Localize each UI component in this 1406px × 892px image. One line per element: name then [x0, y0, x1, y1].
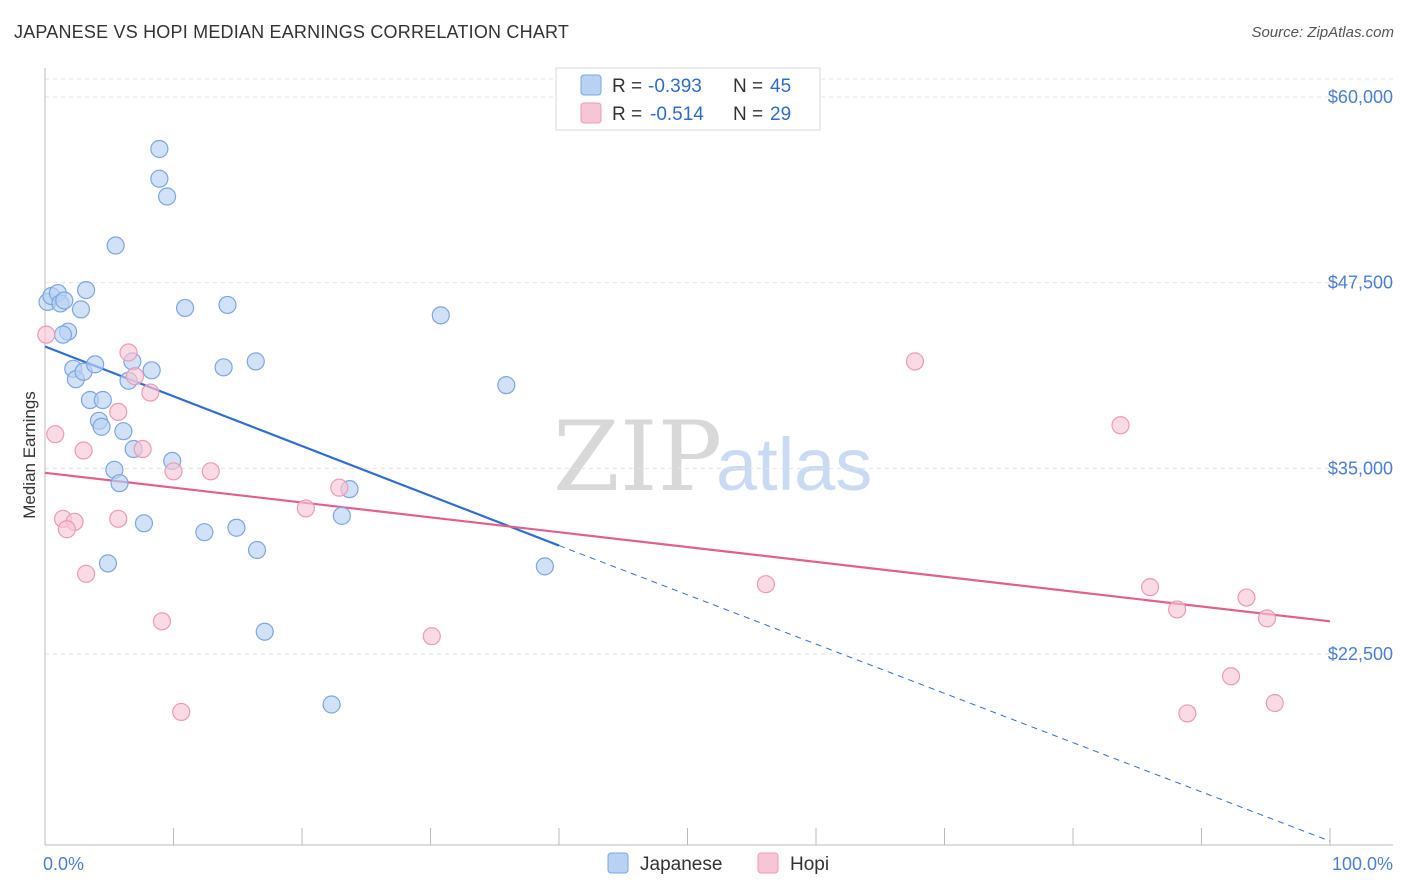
japanese-point: [157, 187, 177, 206]
hopi-point: [1111, 416, 1130, 435]
japanese-point: [110, 474, 129, 493]
legend-r-value-hopi: -0.514: [650, 104, 704, 125]
hopi-point: [77, 564, 96, 583]
hopi-point: [141, 383, 160, 402]
source-credit: Source: ZipAtlas.com: [1251, 24, 1394, 41]
japanese-point: [53, 325, 73, 344]
japanese-point: [497, 376, 516, 395]
legend-r-label-hopi: R =: [612, 104, 642, 125]
hopi-point: [1257, 609, 1277, 628]
hopi-trend-line: [44, 471, 1331, 623]
data-points: [37, 139, 1284, 723]
hopi-point: [109, 402, 128, 421]
hopi-point: [109, 509, 128, 528]
hopi-point: [330, 478, 349, 497]
hopi-point: [756, 575, 775, 594]
y-tick-label: $47,500: [1328, 273, 1393, 293]
japanese-point: [246, 352, 265, 371]
japanese-point: [134, 514, 154, 533]
hopi-point: [152, 612, 172, 631]
japanese-point: [247, 540, 267, 560]
top-legend: R = -0.393 N = 45 R = -0.514 N = 29: [555, 67, 821, 131]
japanese-point: [535, 557, 554, 576]
legend-n-label-japanese: N =: [733, 76, 763, 97]
japanese-point: [92, 417, 111, 436]
japanese-point: [218, 295, 237, 315]
japanese-trend-extension: [558, 545, 1331, 842]
japanese-point: [71, 300, 91, 319]
hopi-point: [1140, 578, 1160, 597]
hopi-point: [74, 441, 93, 460]
japanese-point: [150, 139, 169, 159]
hopi-point: [1237, 588, 1256, 607]
y-tick-label: $60,000: [1328, 87, 1393, 107]
hopi-point: [201, 462, 220, 481]
japanese-point: [150, 169, 169, 188]
gridlines: [45, 78, 1393, 655]
japanese-point: [322, 695, 341, 714]
bottom-legend: Japanese Hopi: [607, 852, 829, 875]
watermark-atlas: atlas: [716, 423, 872, 506]
hopi-point: [57, 520, 76, 539]
hopi-point: [422, 627, 441, 646]
japanese-point: [431, 306, 450, 325]
japanese-point: [214, 358, 233, 377]
japanese-point: [227, 518, 246, 537]
legend-swatch-hopi: [580, 102, 602, 124]
legend-n-value-japanese: 45: [770, 76, 791, 97]
japanese-point: [86, 355, 105, 374]
hopi-point: [1221, 667, 1241, 686]
japanese-point: [106, 236, 125, 255]
y-tick-labels: $22,500 $35,000 $47,500 $60,000: [1328, 87, 1393, 664]
bottom-legend-swatch-hopi: [757, 852, 779, 874]
legend-r-value-japanese: -0.393: [648, 76, 702, 97]
japanese-point: [332, 506, 351, 525]
bottom-legend-label-japanese: Japanese: [640, 854, 722, 875]
hopi-point: [172, 702, 191, 722]
japanese-point: [114, 422, 133, 441]
legend-n-label-hopi: N =: [733, 104, 763, 125]
japanese-point: [55, 291, 74, 310]
hopi-point: [164, 462, 183, 481]
japanese-point: [98, 554, 118, 573]
y-tick-label: $35,000: [1328, 458, 1393, 478]
japanese-point: [195, 523, 214, 542]
chart-title: JAPANESE VS HOPI MEDIAN EARNINGS CORRELA…: [14, 22, 570, 42]
legend-swatch-japanese: [580, 74, 602, 96]
japanese-point: [255, 622, 274, 641]
hopi-point: [125, 367, 145, 386]
hopi-point: [1265, 693, 1284, 713]
japanese-point: [175, 298, 195, 318]
y-tick-label: $22,500: [1328, 644, 1393, 664]
hopi-point: [133, 439, 152, 459]
japanese-point: [93, 390, 112, 410]
hopi-point: [1178, 704, 1197, 723]
x-tick-label-max: 100.0%: [1332, 854, 1393, 874]
bottom-legend-label-hopi: Hopi: [790, 854, 829, 875]
x-tick-labels: 0.0% 100.0%: [43, 854, 1393, 874]
legend-r-label-japanese: R =: [612, 76, 642, 97]
hopi-point: [37, 325, 56, 344]
bottom-legend-swatch-japanese: [607, 852, 629, 874]
watermark-zip: ZIP: [553, 401, 722, 513]
x-tick-label-min: 0.0%: [43, 854, 84, 874]
hopi-point: [296, 499, 315, 518]
japanese-point: [142, 361, 161, 380]
hopi-point: [905, 352, 925, 371]
hopi-point: [1167, 600, 1187, 619]
y-axis-label: Median Earnings: [20, 391, 39, 519]
axes: [44, 68, 1393, 846]
japanese-point: [77, 280, 96, 300]
legend-n-value-hopi: 29: [770, 104, 791, 125]
hopi-point: [46, 425, 65, 444]
hopi-point: [119, 343, 138, 362]
